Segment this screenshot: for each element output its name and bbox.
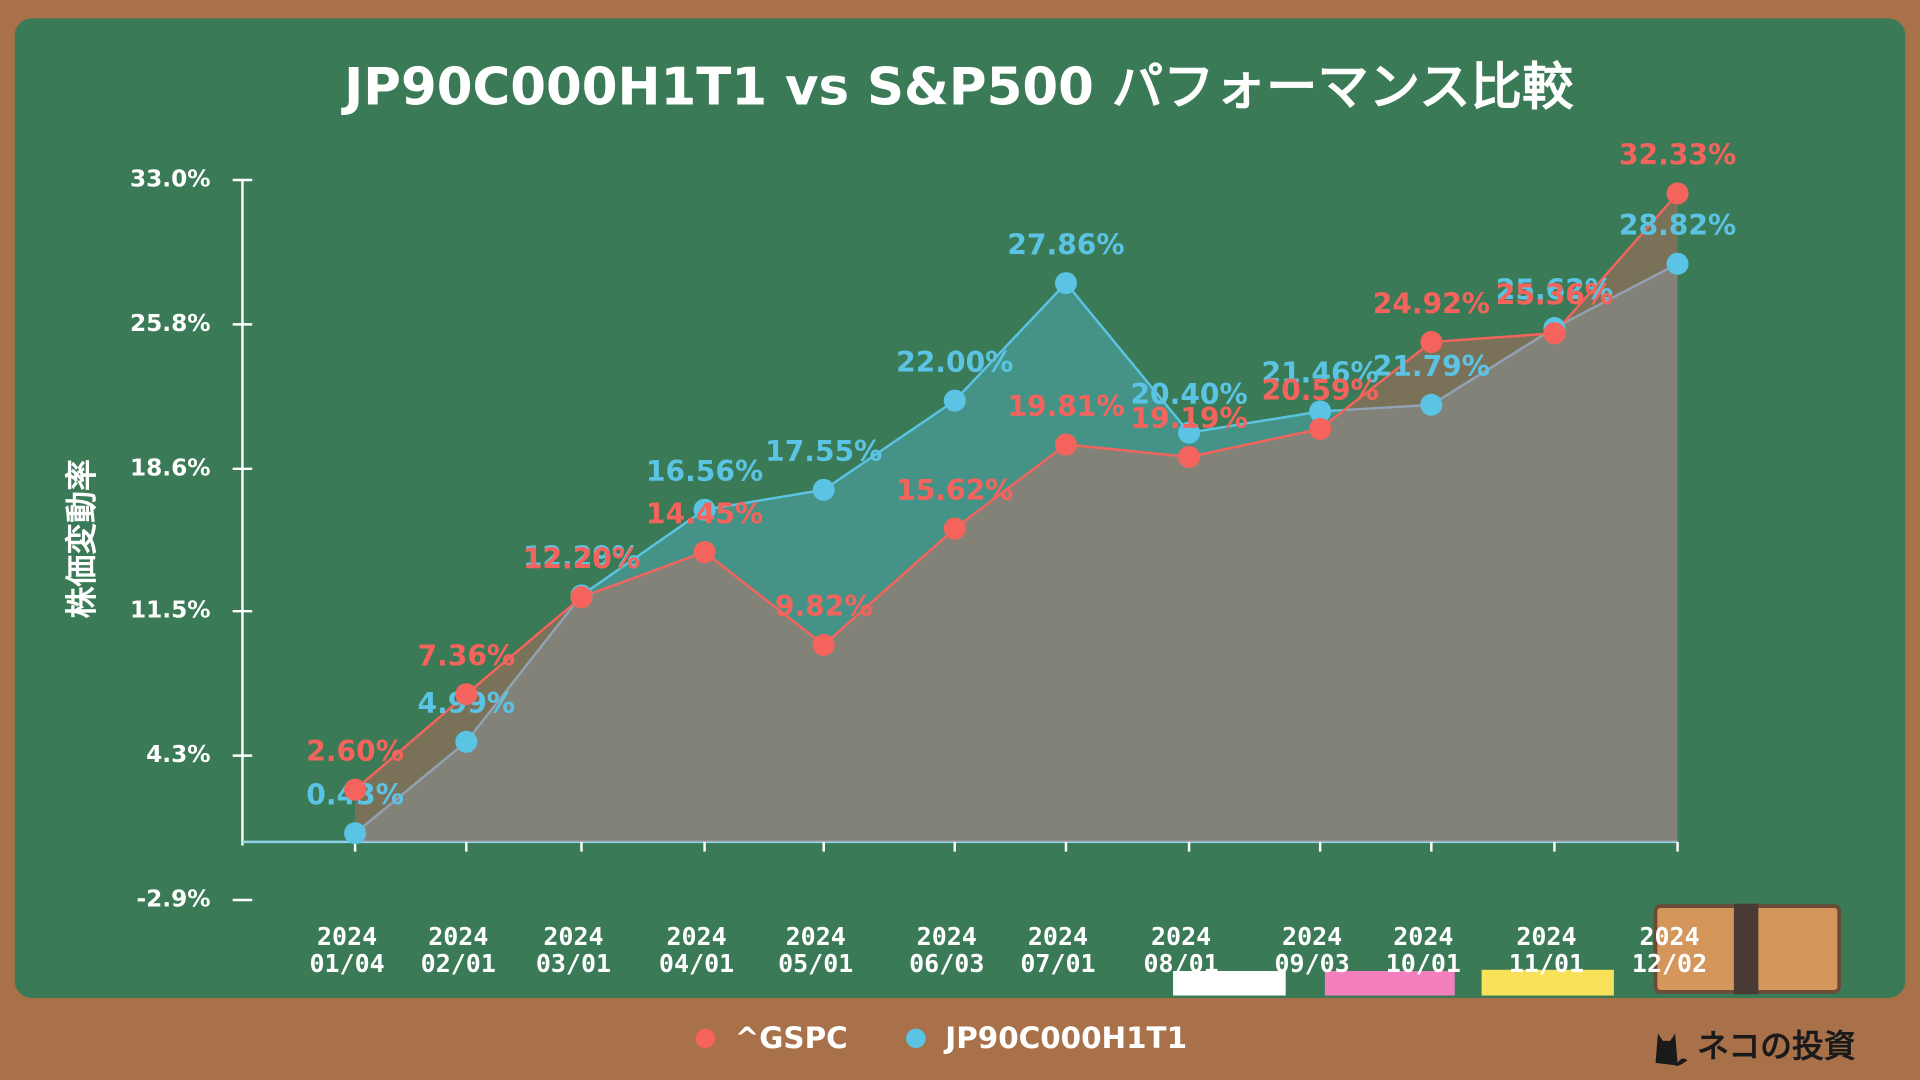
x-tick-label: 2024 09/03 bbox=[1274, 922, 1350, 979]
data-point bbox=[812, 633, 835, 656]
data-point bbox=[812, 478, 835, 501]
data-label: 7.36% bbox=[417, 639, 515, 672]
x-tick-label: 2024 02/01 bbox=[420, 922, 496, 979]
x-tick-label: 2024 08/01 bbox=[1143, 922, 1219, 979]
y-tick-label: 11.5% bbox=[130, 597, 211, 624]
y-tick-label: 18.6% bbox=[130, 454, 211, 481]
legend: ^GSPC JP90C000H1T1 bbox=[695, 1021, 1187, 1055]
data-point bbox=[455, 683, 478, 706]
data-point bbox=[455, 730, 478, 753]
data-label: 17.55% bbox=[765, 435, 882, 468]
data-point bbox=[1543, 322, 1566, 345]
data-point bbox=[1420, 393, 1443, 416]
chalk-pink bbox=[1324, 971, 1455, 996]
data-label: 25.62% bbox=[1496, 273, 1613, 306]
y-tick-label: 25.8% bbox=[130, 310, 211, 337]
y-tick-label: 4.3% bbox=[146, 741, 210, 768]
data-label: 16.56% bbox=[646, 455, 763, 488]
chalk-white bbox=[1173, 971, 1286, 996]
cat-icon bbox=[1655, 1033, 1688, 1066]
data-point bbox=[1666, 182, 1689, 205]
chart-title: JP90C000H1T1 vs S&P500 パフォーマンス比較 bbox=[341, 58, 1574, 118]
eraser bbox=[1653, 903, 1842, 995]
x-tick-label: 2024 04/01 bbox=[658, 922, 735, 979]
x-tick-label: 2024 10/01 bbox=[1385, 922, 1461, 979]
data-label: 20.40% bbox=[1130, 378, 1247, 411]
data-label: 19.81% bbox=[1007, 390, 1124, 423]
legend-label: JP90C000H1T1 bbox=[943, 1021, 1187, 1055]
data-point bbox=[1054, 272, 1077, 295]
y-tick-label: 33.0% bbox=[130, 165, 211, 192]
data-label: 27.86% bbox=[1007, 228, 1124, 261]
chalk-yellow bbox=[1481, 969, 1614, 996]
brand-text: ネコの投資 bbox=[1697, 1027, 1856, 1065]
data-point bbox=[1309, 417, 1332, 440]
data-point bbox=[943, 389, 966, 412]
data-label: 22.00% bbox=[896, 346, 1013, 379]
data-point bbox=[1309, 400, 1332, 423]
data-label: 19.19% bbox=[1130, 402, 1247, 435]
series-line bbox=[354, 192, 1679, 791]
data-label: 32.33% bbox=[1619, 139, 1736, 172]
data-point bbox=[344, 778, 367, 801]
data-point bbox=[1178, 445, 1201, 468]
data-label: 21.79% bbox=[1373, 350, 1490, 383]
data-point bbox=[1666, 252, 1689, 275]
data-point bbox=[693, 541, 716, 564]
series-area bbox=[355, 263, 1678, 842]
legend-marker bbox=[906, 1028, 926, 1049]
data-point bbox=[1054, 433, 1077, 456]
legend-label: ^GSPC bbox=[735, 1021, 848, 1055]
data-label: 9.82% bbox=[775, 590, 873, 623]
x-tick-label: 2024 07/01 bbox=[1020, 922, 1096, 979]
data-label: 21.46% bbox=[1261, 357, 1378, 390]
data-point bbox=[344, 822, 367, 845]
data-label: 24.92% bbox=[1373, 287, 1490, 320]
data-point bbox=[1420, 331, 1443, 354]
brand-logo: ネコの投資 bbox=[1655, 1027, 1856, 1066]
y-tick-label: -2.9% bbox=[136, 886, 210, 913]
series-line bbox=[354, 262, 1679, 835]
data-label: 12.29% bbox=[523, 541, 640, 574]
x-tick-label: 2024 01/04 bbox=[309, 922, 385, 979]
data-label: 28.82% bbox=[1619, 209, 1736, 242]
data-label: 12.20% bbox=[523, 542, 640, 575]
x-tick-label: 2024 11/01 bbox=[1508, 922, 1585, 979]
data-label: 20.59% bbox=[1261, 374, 1378, 407]
x-tick-label: 2024 05/01 bbox=[778, 922, 854, 979]
data-point bbox=[693, 498, 716, 521]
data-label: 15.62% bbox=[896, 474, 1013, 507]
eraser-strap bbox=[1733, 903, 1759, 995]
series-area bbox=[355, 193, 1678, 842]
y-axis-label: 株価変動率 bbox=[62, 459, 100, 618]
legend-marker bbox=[695, 1028, 716, 1049]
data-label: 25.36% bbox=[1496, 278, 1613, 311]
data-point bbox=[1178, 421, 1201, 444]
plot-area: -2.9%4.3%11.5%18.6%25.8%33.0%0.43%4.99%1… bbox=[130, 139, 1736, 913]
x-tick-label: 2024 12/02 bbox=[1631, 922, 1708, 979]
data-point bbox=[943, 517, 966, 540]
data-label: 2.60% bbox=[306, 735, 404, 768]
data-point bbox=[570, 586, 593, 609]
chalkboard bbox=[14, 18, 1906, 998]
data-label: 14.45% bbox=[646, 497, 763, 530]
x-tick-label: 2024 03/01 bbox=[535, 922, 612, 979]
x-tick-label: 2024 06/03 bbox=[909, 922, 985, 979]
